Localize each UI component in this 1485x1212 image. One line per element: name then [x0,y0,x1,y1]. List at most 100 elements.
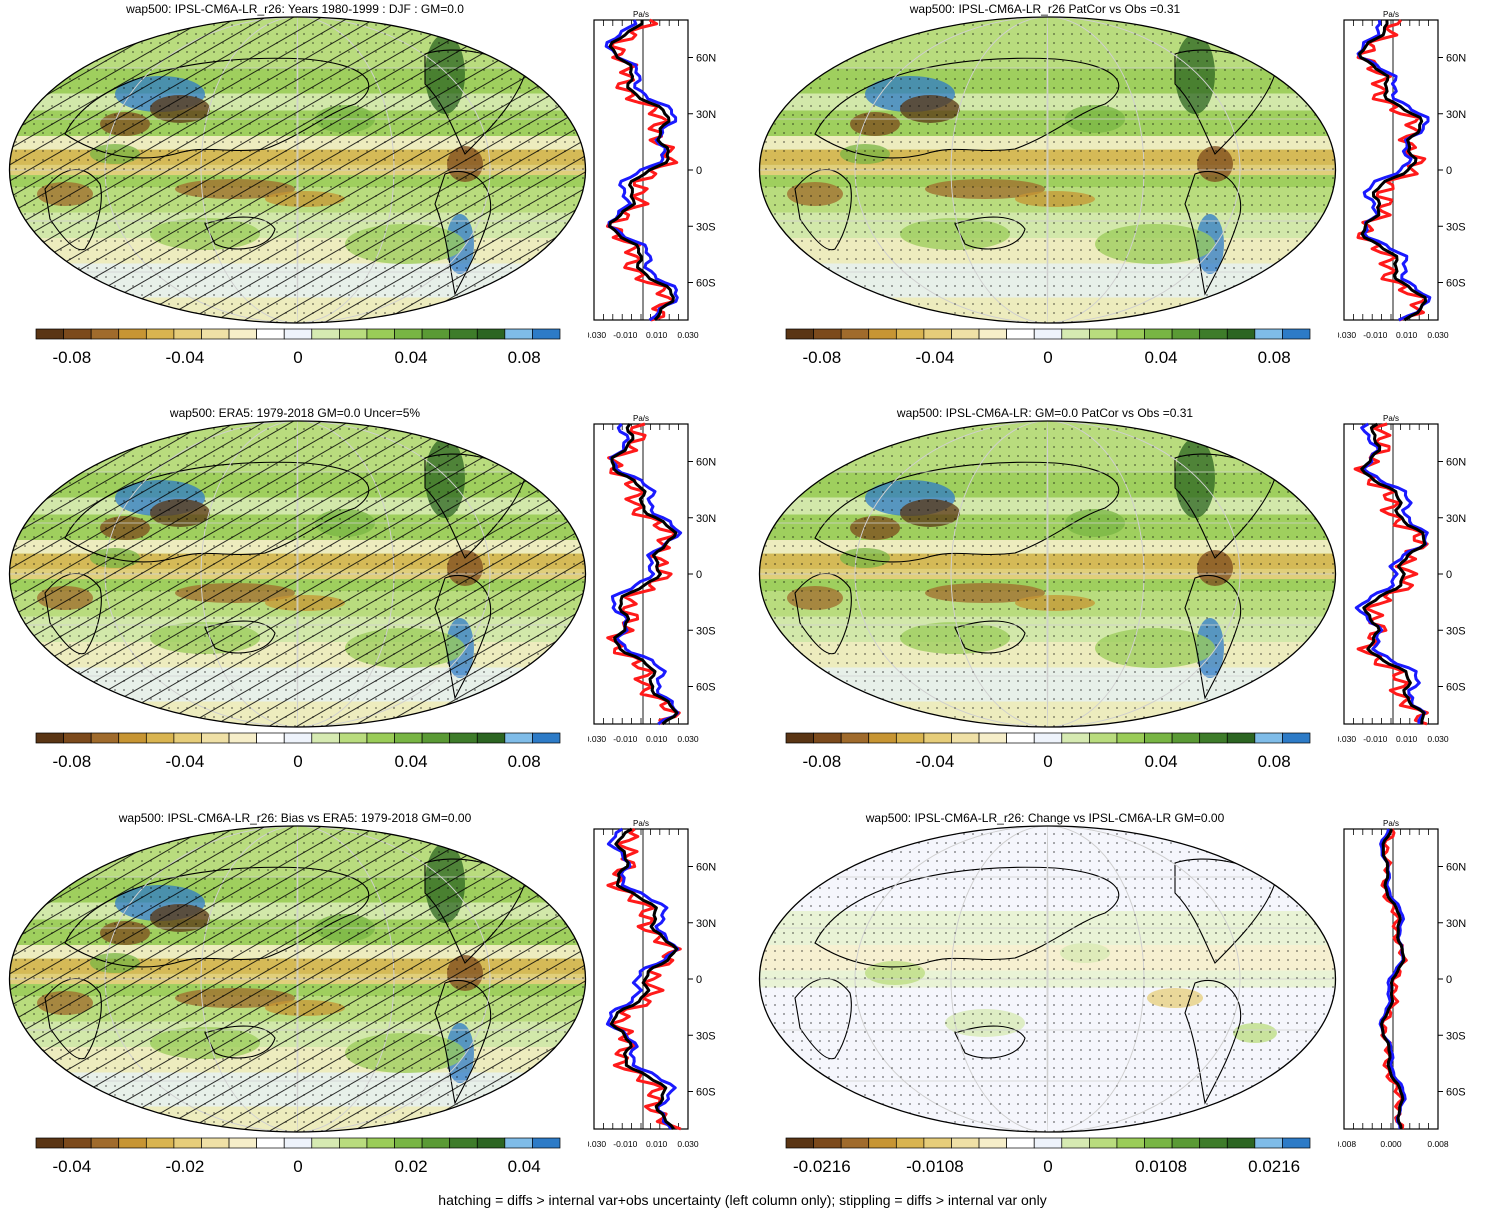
lat-label: 60S [1446,1087,1466,1099]
profile-xtick: 0.010 [1396,330,1418,340]
colorbar-label: -0.04 [916,752,955,771]
colorbar-label: -0.08 [52,752,91,771]
colorbar-label: 0.04 [395,348,428,367]
colorbar-label: -0.08 [802,348,841,367]
profile-xtick: -0.030 [1338,330,1356,340]
colorbar-label: -0.08 [802,752,841,771]
lat-label: 60N [1446,457,1466,469]
panel-p3: wap500: ERA5: 1979-2018 GM=0.0 Uncer=5% P… [0,406,742,806]
profile-xtick: -0.010 [1363,734,1387,744]
colorbar-label: 0.08 [508,752,541,771]
lat-label: 0 [696,974,702,986]
lat-label: 30S [1446,625,1466,637]
colorbar-label: 0.04 [508,1157,541,1176]
lat-label: 60N [696,862,716,874]
profile-xtick: -0.010 [1363,330,1387,340]
panel-p1: wap500: IPSL-CM6A-LR_r26: Years 1980-199… [0,2,742,402]
footer-note: hatching = diffs > internal var+obs unce… [438,1192,1047,1208]
lat-label: 30S [1446,1030,1466,1042]
profile-xtick: -0.010 [613,734,637,744]
colorbar-label: -0.04 [916,348,955,367]
panel-title: wap500: IPSL-CM6A-LR_r26: Bias vs ERA5: … [118,811,472,825]
world-map [8,16,587,324]
profile-unit: Pa/s [633,819,649,828]
colorbar: -0.0216 -0.0108 0 0.0108 0.0216 [785,1137,1311,1176]
colorbar-label: -0.08 [52,348,91,367]
colorbar-label: 0.04 [1145,752,1178,771]
lat-label: 30N [696,513,716,525]
lat-label: 30S [696,1030,716,1042]
profile-xtick: 0.030 [677,330,699,340]
world-map [758,16,1337,324]
colorbar: -0.04 -0.02 0 0.02 0.04 [35,1137,561,1176]
colorbar-label: 0 [293,348,302,367]
profile-xtick: 0.010 [646,1139,668,1149]
lat-label: 30N [1446,109,1466,121]
colorbar-label: 0.08 [508,348,541,367]
lat-label: 60S [696,682,716,694]
lat-label: 30N [696,109,716,121]
colorbar-label: 0.0108 [1135,1157,1187,1176]
profile-unit: Pa/s [633,414,649,423]
profile-xtick: -0.030 [1338,734,1356,744]
zonal-profile: Pa/s 60N 30N 0 30S 60S -0.030 -0.010 0.010 0.030 [588,414,716,744]
lat-label: 60S [1446,682,1466,694]
lat-label: 60N [696,53,716,65]
colorbar-label: 0.08 [1258,752,1291,771]
world-map [758,825,1337,1133]
colorbar-label: 0 [293,752,302,771]
colorbar-label: 0 [1043,752,1052,771]
lat-label: 0 [1446,569,1452,581]
panel-p5: wap500: IPSL-CM6A-LR_r26: Bias vs ERA5: … [0,811,742,1211]
zonal-profile: Pa/s 60N 30N 0 30S 60S -0.030 -0.010 0.010 0.030 [1338,414,1466,744]
lat-label: 0 [1446,974,1452,986]
profile-xtick: 0.010 [646,330,668,340]
world-map [8,825,587,1133]
lat-label: 30N [696,918,716,930]
profile-xtick: 0.008 [1427,1139,1449,1149]
lat-label: 30S [696,221,716,233]
colorbar-label: -0.0216 [793,1157,851,1176]
lat-label: 60N [1446,862,1466,874]
lat-label: 0 [1446,165,1452,177]
lat-label: 0 [696,165,702,177]
profile-xtick: 0.030 [677,1139,699,1149]
colorbar: -0.08 -0.04 0 0.04 0.08 [785,732,1311,771]
colorbar-label: -0.0108 [906,1157,964,1176]
colorbar-label: -0.04 [52,1157,91,1176]
zonal-profile: Pa/s 60N 30N 0 30S 60S -0.030 -0.010 0.010 0.030 [588,10,716,340]
colorbar-label: 0 [1043,1157,1052,1176]
profile-xtick: 0.030 [1427,734,1449,744]
profile-unit: Pa/s [633,10,649,19]
profile-unit: Pa/s [1383,414,1399,423]
lat-label: 60S [696,1087,716,1099]
colorbar: -0.08 -0.04 0 0.04 0.08 [35,732,561,771]
world-map [8,420,587,728]
colorbar-label: 0.02 [395,1157,428,1176]
panel-p6: wap500: IPSL-CM6A-LR_r26: Change vs IPSL… [750,811,1485,1211]
lat-label: 30N [1446,513,1466,525]
world-map [758,420,1337,728]
lat-label: 30S [696,625,716,637]
lat-label: 30S [1446,221,1466,233]
lat-label: 60S [696,278,716,290]
colorbar-label: 0.04 [395,752,428,771]
lat-label: 60S [1446,278,1466,290]
colorbar-label: 0.0216 [1248,1157,1300,1176]
colorbar-label: 0 [293,1157,302,1176]
zonal-profile: Pa/s 60N 30N 0 30S 60S -0.008 0.000 0.008 [1338,819,1466,1149]
colorbar-label: 0.04 [1145,348,1178,367]
profile-unit: Pa/s [1383,10,1399,19]
colorbar-label: 0.08 [1258,348,1291,367]
profile-xtick: 0.030 [677,734,699,744]
panel-title: wap500: IPSL-CM6A-LR_r26 PatCor vs Obs =… [909,2,1181,16]
profile-xtick: -0.010 [613,330,637,340]
profile-xtick: -0.030 [588,330,606,340]
colorbar: -0.08 -0.04 0 0.04 0.08 [785,328,1311,367]
profile-xtick: -0.030 [588,1139,606,1149]
panel-p2: wap500: IPSL-CM6A-LR_r26 PatCor vs Obs =… [750,2,1485,402]
colorbar-label: -0.04 [166,348,205,367]
profile-xtick: -0.030 [588,734,606,744]
profile-unit: Pa/s [1383,819,1399,828]
panel-title: wap500: IPSL-CM6A-LR_r26: Years 1980-199… [126,2,464,16]
